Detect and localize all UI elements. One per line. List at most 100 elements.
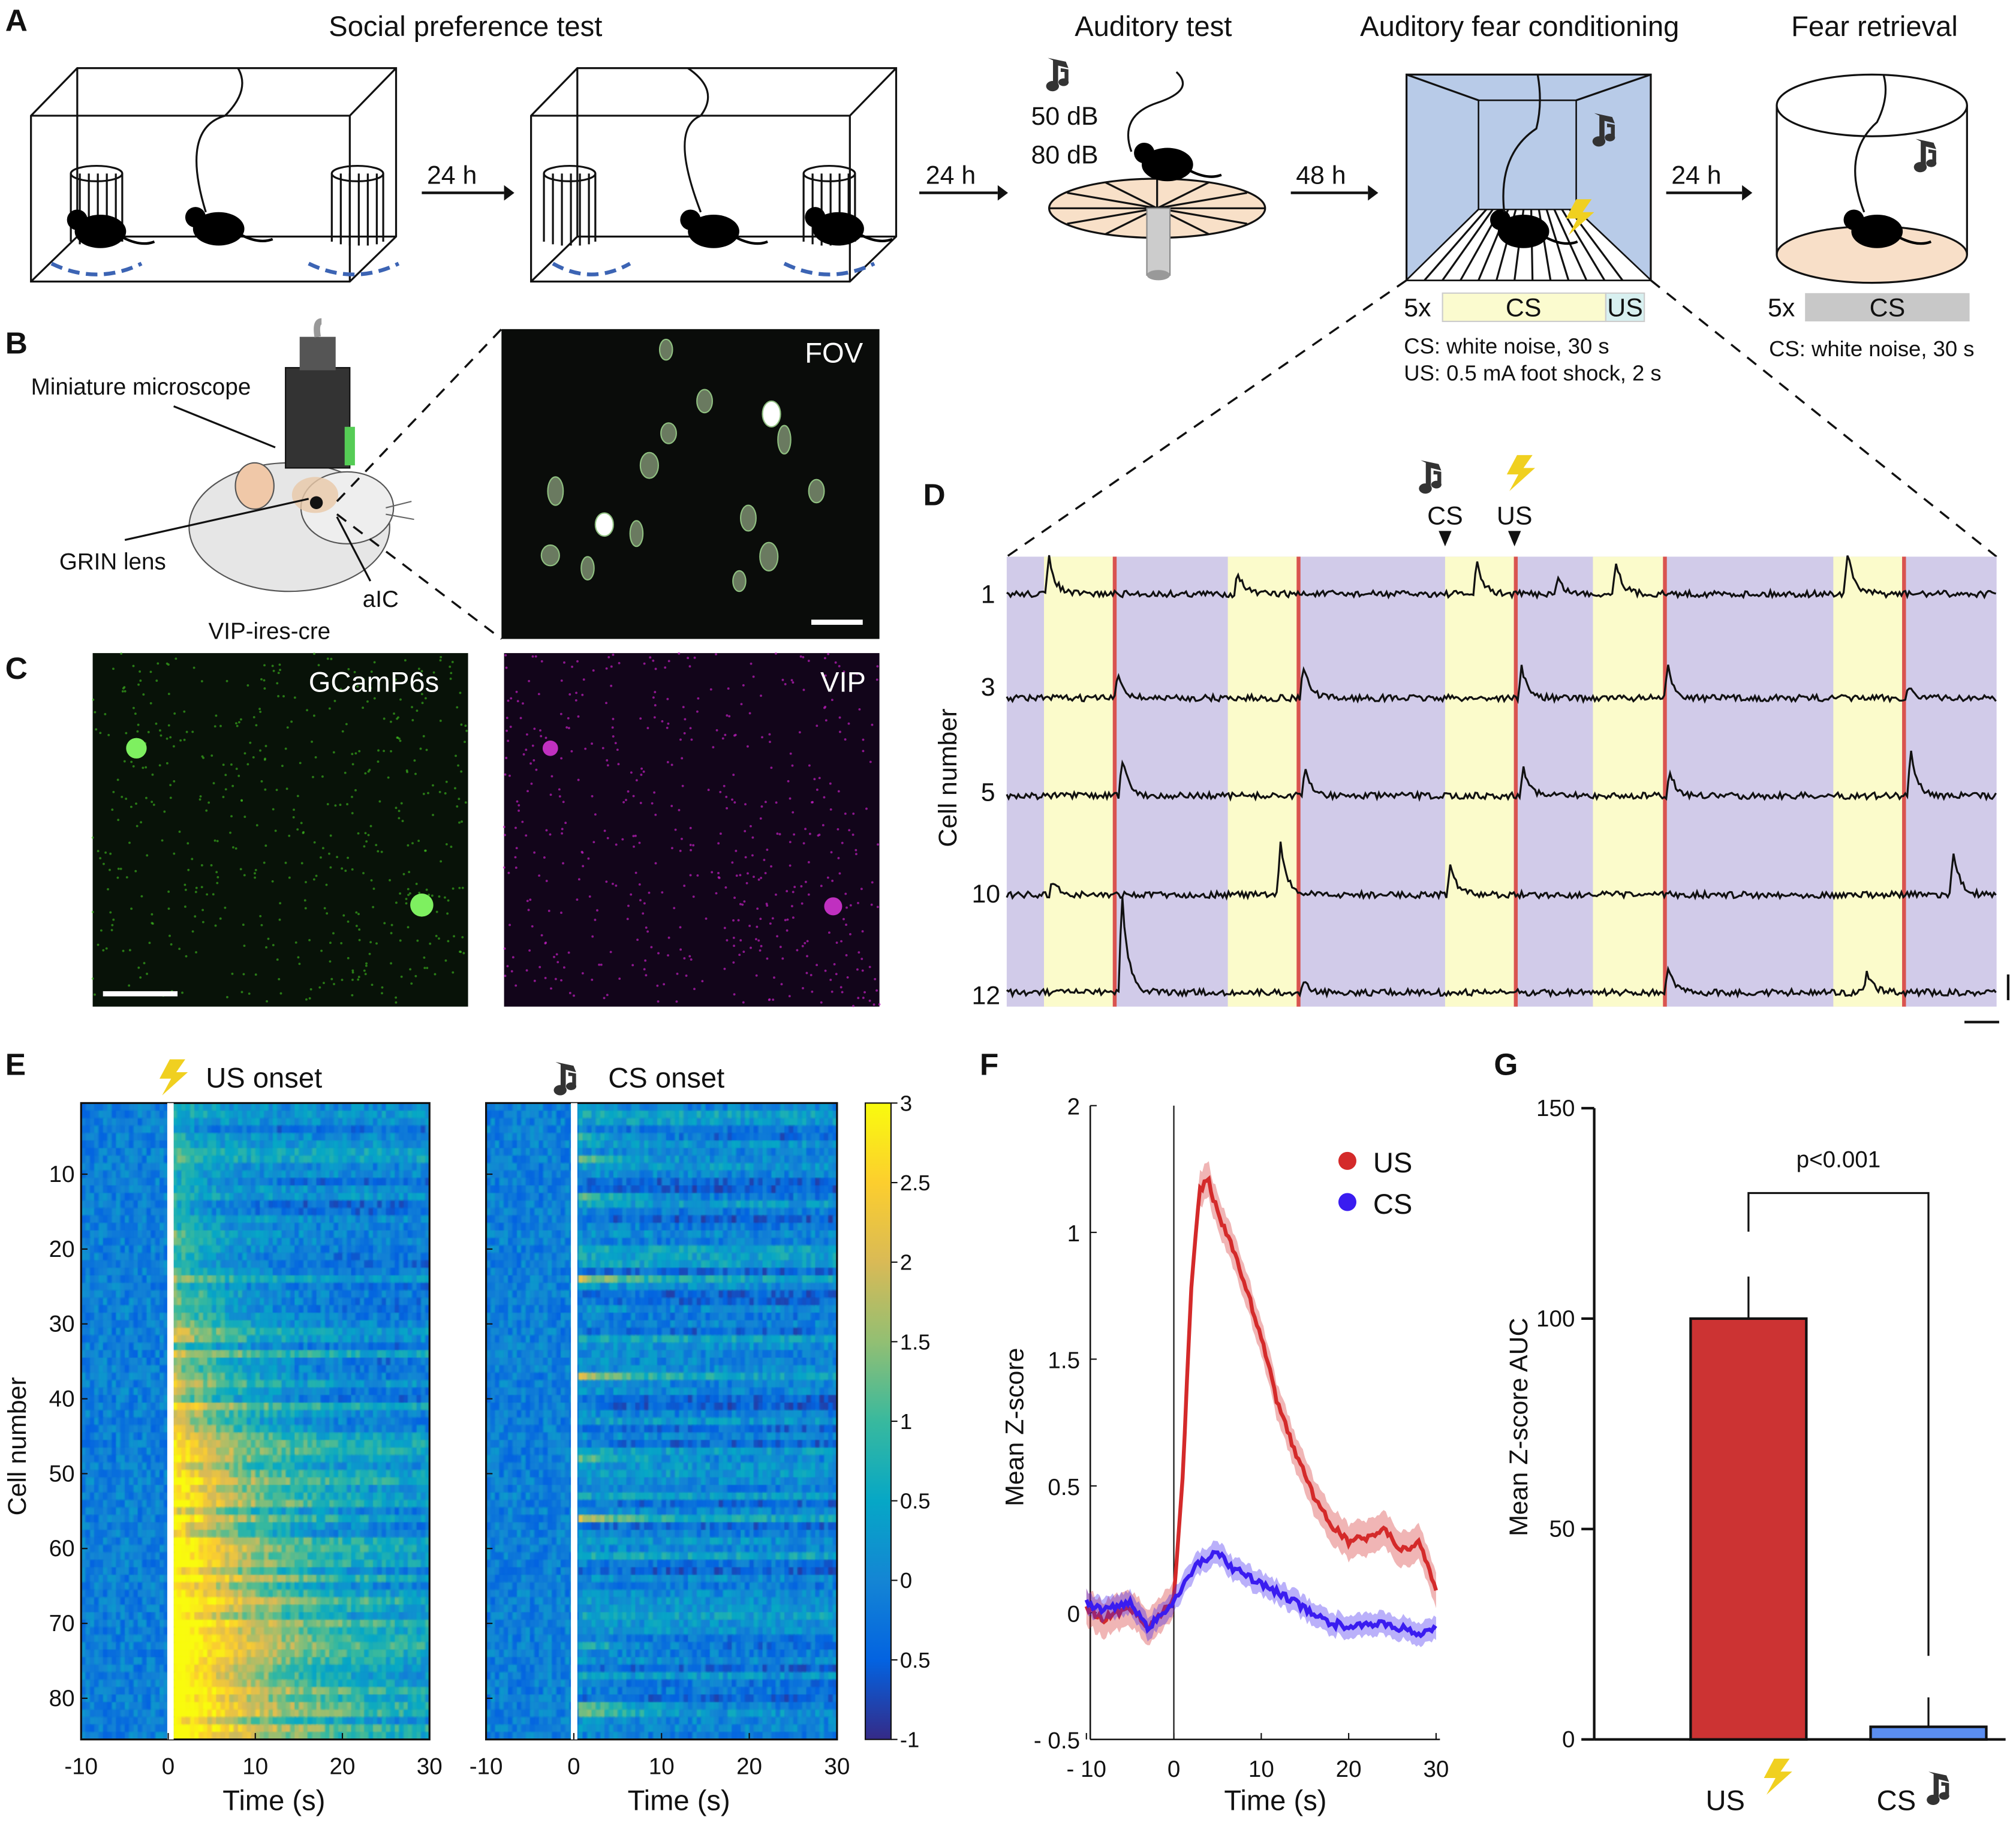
cs-marker-label: CS bbox=[1427, 502, 1463, 531]
us-arrowhead bbox=[1508, 531, 1521, 547]
ytick-label: 1 bbox=[1067, 1221, 1080, 1247]
calcium-trace-cell-3 bbox=[1006, 664, 1997, 705]
ytick-label: 40 bbox=[49, 1386, 75, 1412]
xtick-label: 30 bbox=[1423, 1756, 1449, 1782]
us-line bbox=[1112, 556, 1117, 1007]
ytick-label: 0.5 bbox=[1048, 1475, 1080, 1500]
repeat-count: 5x bbox=[1404, 293, 1431, 322]
ytick-label: 60 bbox=[49, 1536, 75, 1562]
cell-label: 1 bbox=[981, 580, 995, 609]
gcamp-label: GCamP6s bbox=[309, 666, 440, 697]
us-line bbox=[1296, 556, 1301, 1007]
calcium-trace-cell-5 bbox=[1006, 750, 1997, 802]
conditioning-protocol: 5x CS US CS: white noise, 30 s US: 0.5 m… bbox=[1404, 292, 1662, 386]
xtick-label: - 10 bbox=[1067, 1756, 1106, 1782]
scale-bars bbox=[1964, 974, 2010, 1024]
colorbar-tick-label: 0.5 bbox=[900, 1648, 931, 1672]
mouse-icon bbox=[680, 209, 768, 248]
cs-note: CS: white noise, 30 s bbox=[1404, 334, 1609, 359]
panel-label-g: G bbox=[1494, 1046, 1518, 1081]
panel-d: CS US Cell number 1 3 5 10 12 bbox=[934, 455, 2010, 1024]
legend-marker-cs bbox=[1338, 1193, 1356, 1211]
panel-label-a: A bbox=[5, 2, 28, 37]
ytick-label: 50 bbox=[49, 1461, 75, 1487]
xtick-label: 30 bbox=[824, 1754, 850, 1780]
g-xtick-us: US bbox=[1706, 1785, 1746, 1816]
vip-label: VIP bbox=[820, 666, 866, 697]
label-aic: aIC bbox=[363, 586, 399, 612]
cs-block-label: CS bbox=[1506, 293, 1542, 322]
xtick-label: 20 bbox=[330, 1754, 356, 1780]
xtick-label: -10 bbox=[64, 1754, 98, 1780]
neuron bbox=[732, 570, 747, 592]
colorbar-tick-label: 2.5 bbox=[900, 1171, 931, 1195]
vip-image bbox=[504, 653, 880, 1007]
panel-label-c: C bbox=[5, 651, 28, 685]
interval-arrow: 24 h bbox=[422, 161, 514, 201]
mouse-with-microscope-illustration bbox=[188, 318, 414, 592]
us-marker-label: US bbox=[1497, 502, 1533, 531]
conditioning-chamber bbox=[1404, 73, 1653, 281]
cell-label: 10 bbox=[971, 880, 1000, 909]
neuron bbox=[639, 452, 659, 479]
calcium-trace-cell-10 bbox=[1006, 841, 1997, 901]
cs-band bbox=[1044, 556, 1115, 1007]
onset-line bbox=[167, 1103, 174, 1740]
panel-a: Social preference test Auditory test Aud… bbox=[30, 10, 1997, 558]
us-block bbox=[1605, 292, 1645, 323]
xtick-label: 0 bbox=[162, 1754, 174, 1780]
bar-us bbox=[1689, 1317, 1808, 1741]
scale-bar bbox=[103, 991, 178, 997]
scale-bar bbox=[811, 619, 863, 625]
e-xlabel-cs: Time (s) bbox=[628, 1785, 730, 1816]
mean-trace-cs bbox=[1084, 1550, 1437, 1639]
colorbar-tick-label: 0 bbox=[900, 1568, 912, 1593]
neuron bbox=[740, 504, 757, 532]
sound-level-80: 80 dB bbox=[1031, 140, 1099, 169]
e-ylabel: Cell number bbox=[3, 1377, 32, 1515]
title-fear-retrieval: Fear retrieval bbox=[1791, 10, 1958, 42]
ytick-label: 50 bbox=[1549, 1517, 1575, 1542]
significance-bracket bbox=[1747, 1192, 1930, 1656]
panel-b: Miniature microscope GRIN lens aIC VIP-i… bbox=[31, 318, 880, 645]
cell-label: 3 bbox=[981, 673, 995, 702]
music-note-icon bbox=[1913, 139, 1937, 173]
fov-label: FOV bbox=[805, 337, 863, 369]
ytick-label: 10 bbox=[49, 1162, 75, 1187]
interval-arrow: 48 h bbox=[1290, 161, 1379, 201]
neuron bbox=[808, 479, 825, 504]
cs-band bbox=[1833, 556, 1904, 1007]
onset-line bbox=[571, 1103, 577, 1740]
neuron bbox=[759, 542, 779, 571]
g-ylabel: Mean Z-score AUC bbox=[1505, 1317, 1533, 1536]
auditory-test-setup: 50 dB 80 dB bbox=[1031, 58, 1266, 281]
lightning-bolt-icon bbox=[1506, 455, 1535, 491]
music-note-icon bbox=[1927, 1771, 1949, 1805]
xtick-label: 0 bbox=[567, 1754, 580, 1780]
label-miniature-microscope: Miniature microscope bbox=[31, 374, 251, 400]
neuron bbox=[580, 556, 595, 580]
title-social-preference: Social preference test bbox=[329, 10, 602, 42]
us-line bbox=[1513, 556, 1518, 1007]
ytick-label: 80 bbox=[49, 1686, 75, 1711]
neuron bbox=[629, 520, 644, 547]
music-note-icon bbox=[553, 1061, 577, 1096]
retrieval-protocol: 5x CS CS: white noise, 30 s bbox=[1768, 293, 1974, 361]
neuron bbox=[696, 389, 713, 414]
heatmap-cs bbox=[486, 1103, 837, 1740]
mouse-icon bbox=[1134, 143, 1221, 181]
ytick-label: 2 bbox=[1067, 1094, 1080, 1120]
cell-label: 5 bbox=[981, 778, 995, 807]
us-line bbox=[1663, 556, 1667, 1007]
heatmap-title-us: US onset bbox=[206, 1062, 322, 1094]
ytick-label: 1.5 bbox=[1048, 1348, 1080, 1374]
bar-cs bbox=[1869, 1725, 1988, 1741]
heatmap-us bbox=[81, 1103, 430, 1740]
legend-marker-us bbox=[1338, 1151, 1356, 1170]
legend-label-us: US bbox=[1373, 1147, 1413, 1178]
neuron bbox=[547, 476, 564, 506]
interval-label: 48 h bbox=[1296, 161, 1346, 190]
xtick-label: 20 bbox=[736, 1754, 762, 1780]
neuron bbox=[762, 400, 781, 428]
